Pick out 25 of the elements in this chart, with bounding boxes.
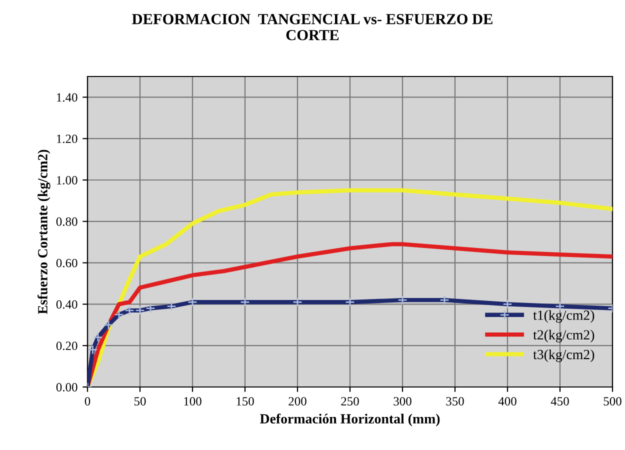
x-axis-title: Deformación Horizontal (mm) bbox=[260, 414, 440, 426]
legend-label: t1(kg/cm2) bbox=[533, 310, 594, 323]
x-tick-label: 450 bbox=[550, 397, 569, 406]
y-tick-label: 1.20 bbox=[57, 134, 78, 144]
y-tick-label: 0.00 bbox=[56, 383, 78, 392]
y-tick-label: 0.40 bbox=[56, 300, 78, 309]
y-tick-label: 0.60 bbox=[56, 258, 78, 268]
legend-label: t2(kg/cm2) bbox=[533, 330, 594, 342]
y-tick-label: 1.40 bbox=[57, 93, 78, 102]
legend-label: t3(kg/cm2) bbox=[533, 349, 594, 362]
y-tick-label: 1.00 bbox=[57, 176, 78, 185]
y-axis-title: Esfuerzo Cortante (kg/cm2) bbox=[38, 150, 50, 314]
x-tick-label: 400 bbox=[498, 397, 516, 406]
chart-title: DEFORMACION TANGENCIAL vs- ESFUERZO DE CORTE bbox=[132, 14, 492, 40]
y-tick-label: 0.20 bbox=[56, 342, 78, 350]
x-tick-label: 500 bbox=[604, 397, 622, 406]
x-tick-label: 250 bbox=[341, 397, 359, 406]
x-tick-label: 150 bbox=[236, 397, 254, 406]
x-tick-label: 200 bbox=[288, 397, 306, 406]
x-tick-label: 350 bbox=[446, 397, 464, 406]
x-tick-label: 0 bbox=[84, 397, 90, 406]
x-tick-label: 100 bbox=[184, 397, 202, 406]
x-tick-label: 300 bbox=[394, 397, 412, 406]
x-tick-label: 50 bbox=[134, 397, 146, 406]
y-tick-label: 0.80 bbox=[56, 217, 78, 226]
